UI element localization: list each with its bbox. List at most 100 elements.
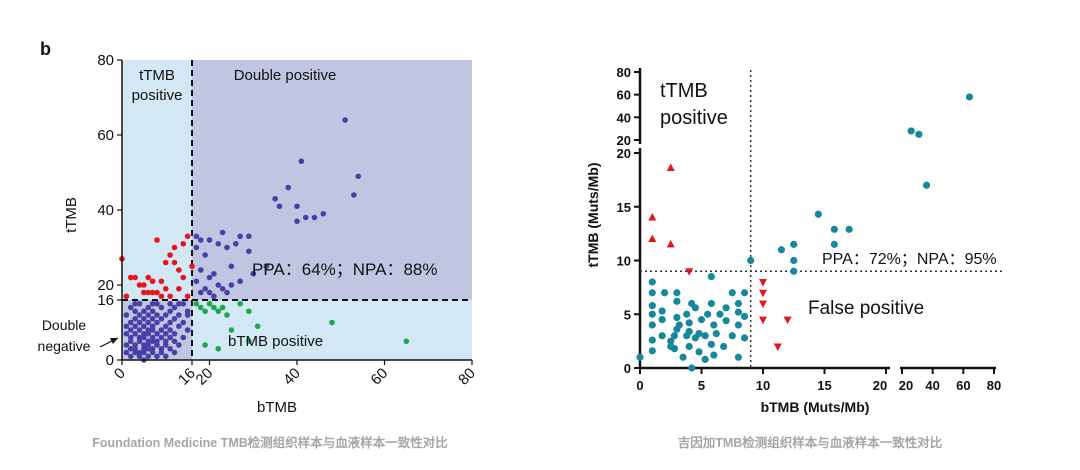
data-point-circle [720,342,728,351]
x-tick-label: 60 [956,378,970,393]
y-tick-label: 10 [617,254,631,269]
data-point-circle [965,93,974,101]
region-label-btmb-positive: bTMB positive [228,333,323,350]
data-point-double_negative [132,342,138,348]
data-point-circle [777,246,786,254]
region-label-ttmb-positive: tTMB [139,67,175,84]
data-point-double_negative [136,334,143,341]
region-label-false-positive: False positive [808,298,924,319]
data-point-btmb_only [246,308,252,315]
double-negative-arrow-head [110,338,118,344]
data-point-double_negative [123,349,130,356]
right-chart-panel: 0 5 10 15 20 20 40 60 80 0 5 10 15 20 20 40 60 80 bTMB (Mu… [540,0,1080,470]
data-point-circle [710,351,718,359]
data-point-double_negative [145,304,152,311]
data-point-triangle [648,213,657,221]
x-tick-label: 80 [987,378,1001,393]
data-point-double_positive [197,237,204,243]
data-point-double_negative [171,315,178,322]
data-point-double_positive [276,203,283,210]
data-point-double_negative [154,330,160,337]
data-point-double_negative [180,319,187,326]
data-point-ttmb_only [145,274,152,281]
data-point-double_negative [162,312,169,318]
data-point-circle [734,308,742,316]
data-point-double_negative [154,319,160,326]
data-point-double_negative [162,323,169,330]
data-point-double_positive [215,240,222,247]
y-tick-label: 0 [624,361,631,376]
data-point-circle [701,332,709,340]
data-point-double_negative [141,330,147,337]
x-tick-label: 5 [698,378,705,393]
data-point-triangle [773,343,782,351]
data-point-circle [716,310,724,318]
data-point-double_negative [162,353,169,360]
data-point-double_negative [141,308,147,315]
data-point-triangle [759,316,767,325]
data-point-double_negative [132,315,138,322]
data-point-double_positive [355,173,362,180]
data-point-circle [673,297,681,305]
agreement-annotation: PPA：64%；NPA：88% [252,260,438,279]
data-point-double_positive [351,192,357,198]
data-point-double_negative [176,312,182,318]
data-point-btmb_only [219,304,226,311]
data-point-double_negative [162,330,169,337]
data-point-circle [688,364,696,372]
data-point-circle [707,299,715,308]
data-point-double_positive [211,270,217,277]
data-point-double_negative [149,308,156,315]
data-point-double_negative [123,312,130,318]
data-point-double_negative [145,319,152,326]
y-tick-label: 80 [97,52,114,69]
x-tick-label: 80 [455,365,479,389]
data-point-circle [790,267,798,275]
data-point-double_positive [294,203,300,210]
x-axis-label: bTMB (Muts/Mb) [761,399,870,415]
data-point-ttmb_only [189,263,195,270]
x-tick-label: 15 [817,378,831,393]
data-point-circle [661,289,669,297]
data-point-btmb_only [211,304,217,311]
data-point-double_negative [158,304,165,311]
data-point-circle [845,225,853,233]
data-point-double_negative [154,312,160,318]
data-point-btmb_only [193,300,200,307]
data-point-circle [685,342,693,351]
x-tick-label: 0 [636,378,643,393]
data-point-circle [685,327,693,336]
y-tick-label: 60 [617,88,631,103]
data-point-ttmb_only [162,259,169,266]
x-tick-label: 10 [756,378,770,393]
data-point-double_negative [149,300,156,307]
data-point-double_negative [127,319,134,326]
data-point-ttmb_only [136,282,143,288]
data-point-double_positive [237,233,243,240]
data-point-btmb_only [202,342,208,348]
data-point-ttmb_only [141,282,147,288]
data-point-double_negative [176,300,182,307]
data-point-double_positive [206,289,213,296]
data-point-double_negative [171,349,178,356]
data-point-circle [740,334,749,342]
data-point-circle [728,332,736,340]
data-point-double_positive [294,218,300,225]
data-point-double_negative [123,342,130,348]
data-point-double_negative [180,334,187,341]
x-tick-label: 20 [873,378,887,393]
data-point-double_negative [162,338,169,345]
data-point-circle [695,348,703,356]
y-tick-label: 20 [97,277,114,294]
data-point-circle [673,313,681,322]
data-point-double_positive [320,210,327,217]
region-label-ttmb-positive: positive [132,87,183,104]
x-tick-label: 40 [280,365,304,389]
data-point-circle [712,330,720,338]
data-point-double_negative [141,315,147,322]
data-point-double_negative [145,338,152,345]
data-point-double_negative [132,300,138,307]
data-point-double_positive [246,233,252,240]
data-point-double_negative [132,323,138,330]
data-point-ttmb_only [149,278,156,285]
